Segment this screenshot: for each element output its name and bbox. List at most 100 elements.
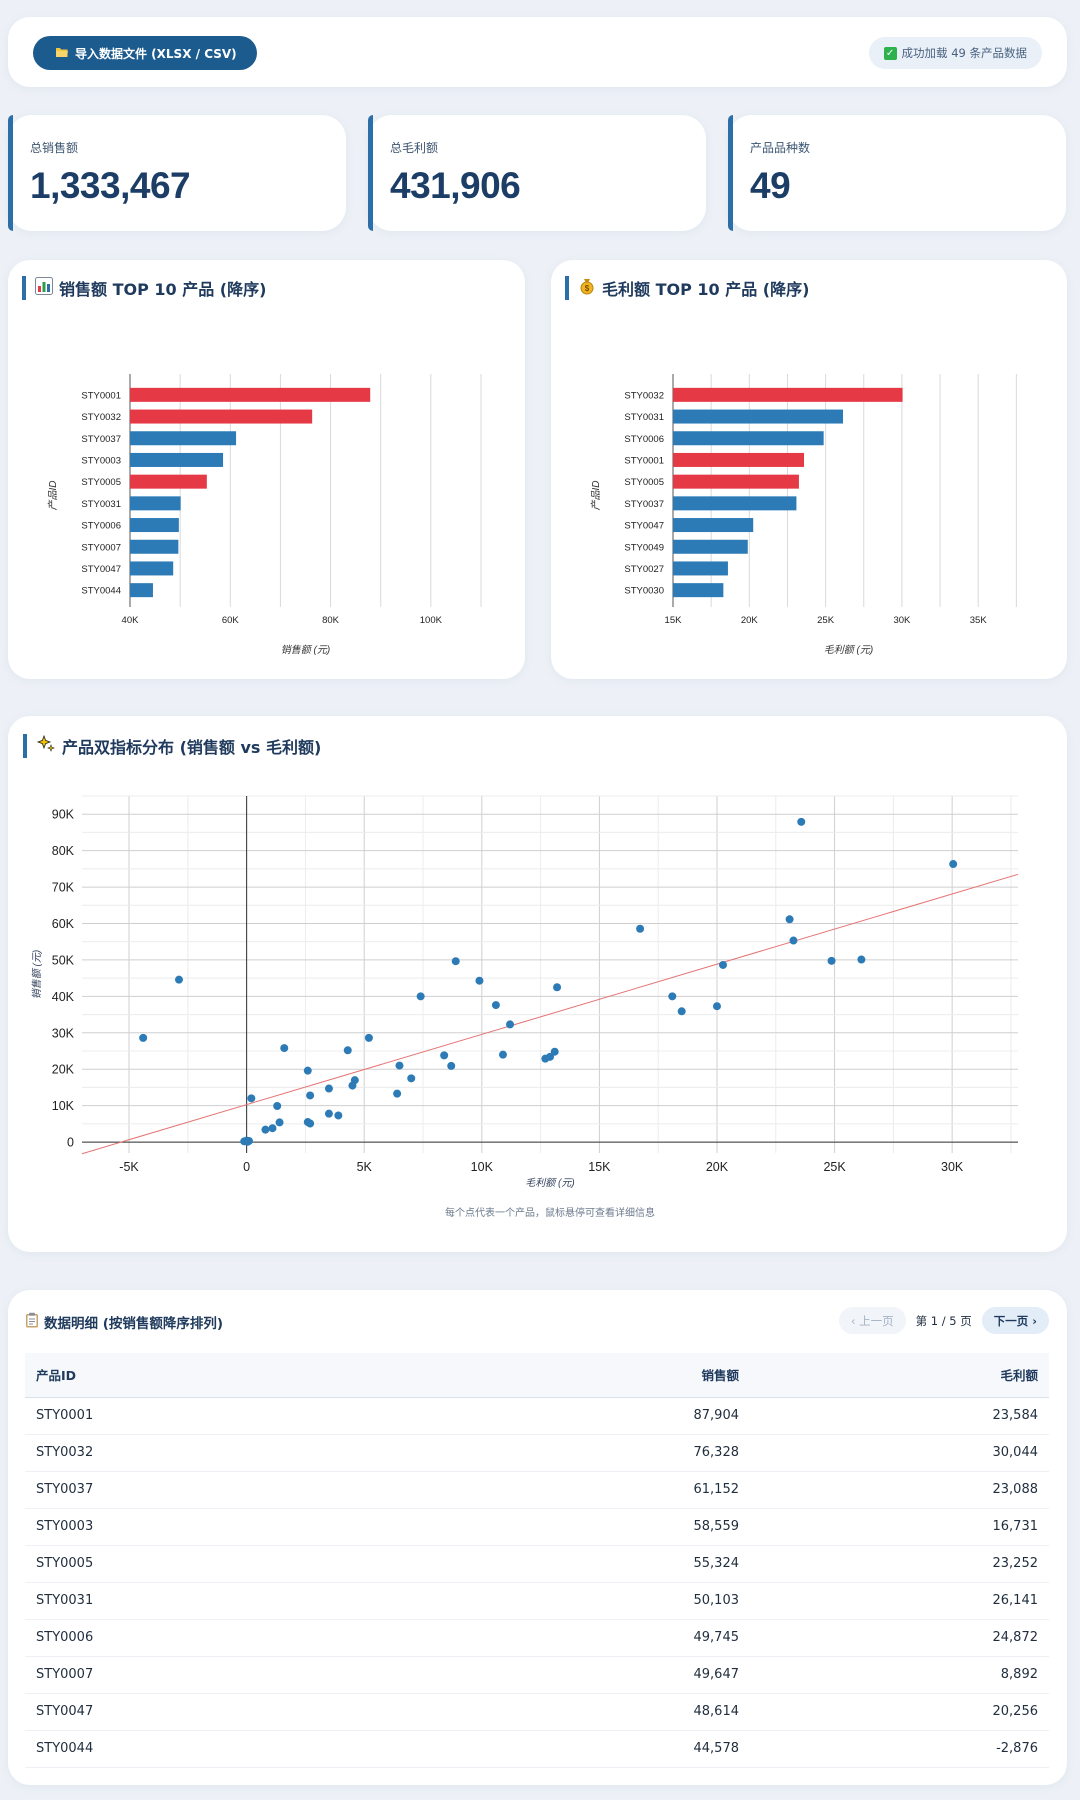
sparkle-icon xyxy=(36,734,56,758)
pagination: ‹ 上一页 第 1 / 5 页 下一页 › xyxy=(838,1307,1049,1334)
cell-product-id: STY0032 xyxy=(36,1445,94,1460)
y-axis-title: 产品ID xyxy=(47,481,59,511)
table-row[interactable]: STY0005 55,324 23,252 xyxy=(25,1545,1049,1582)
import-data-button[interactable]: 导入数据文件 (XLSX / CSV) xyxy=(33,36,257,70)
table-header-row: 产品ID 销售额 毛利额 xyxy=(25,1353,1049,1397)
scatter-point xyxy=(334,1111,343,1120)
table-row[interactable]: STY0006 49,745 24,872 xyxy=(25,1619,1049,1656)
y-tick-label: STY0006 xyxy=(624,434,664,445)
table-title: 数据明细 (按销售额降序排列) xyxy=(25,1312,223,1332)
table-row[interactable]: STY0037 61,152 23,088 xyxy=(25,1471,1049,1508)
kpi-accent-bar xyxy=(728,115,733,231)
table-row[interactable]: STY0031 50,103 26,141 xyxy=(25,1582,1049,1619)
scatter-point xyxy=(506,1020,515,1029)
bar xyxy=(130,496,181,511)
bar xyxy=(673,409,844,424)
kpi-accent-bar xyxy=(8,115,13,231)
column-header-profit[interactable]: 毛利额 xyxy=(1000,1368,1038,1384)
page-info: 第 1 / 5 页 xyxy=(915,1313,972,1328)
bar xyxy=(130,561,174,576)
column-header-sales[interactable]: 销售额 xyxy=(701,1368,739,1384)
scatter-point xyxy=(451,957,460,966)
table-row[interactable]: STY0001 87,904 23,584 xyxy=(25,1397,1049,1434)
sales-top10-card: 销售额 TOP 10 产品 (降序) STY0001 STY0032 STY0037… xyxy=(8,260,525,679)
scatter-chart-title: 产品双指标分布 (销售额 vs 毛利额) xyxy=(23,734,321,758)
cell-profit: 16,731 xyxy=(992,1519,1039,1534)
x-tick-label: 20K xyxy=(741,615,759,626)
scatter-point xyxy=(789,936,798,945)
cell-sales: 49,647 xyxy=(693,1667,740,1682)
table-row[interactable]: STY0032 76,328 30,044 xyxy=(25,1434,1049,1471)
y-axis-title: 产品ID xyxy=(590,481,602,511)
cell-sales: 87,904 xyxy=(693,1408,740,1423)
y-tick-label: STY0031 xyxy=(624,412,664,423)
x-tick-label: 80K xyxy=(322,615,340,626)
bar xyxy=(130,409,313,424)
cell-profit: 8,892 xyxy=(1000,1667,1038,1682)
x-tick-label: 30K xyxy=(941,1160,964,1174)
table-row[interactable]: STY0047 48,614 20,256 xyxy=(25,1693,1049,1730)
y-tick-label: 50K xyxy=(52,953,75,967)
kpi-label: 总毛利额 xyxy=(390,141,439,155)
cell-profit: 26,141 xyxy=(992,1593,1039,1608)
cell-product-id: STY0005 xyxy=(36,1556,94,1571)
y-tick-label: STY0005 xyxy=(81,477,121,488)
scatter-plot: -5K 0 5K 10K 15K 20K 25K 30K 0 10K 20K 30K 40K 50K 60K… xyxy=(31,795,1019,1219)
scatter-point xyxy=(498,1050,507,1059)
load-status-badge: ✓ 成功加载 49 条产品数据 xyxy=(868,37,1042,69)
cell-profit: 20,256 xyxy=(992,1704,1039,1719)
cell-product-id: STY0031 xyxy=(36,1593,94,1608)
y-tick-label: STY0006 xyxy=(81,521,121,532)
y-tick-label: 10K xyxy=(52,1099,75,1113)
table-row[interactable]: STY0044 44,578 -2,876 xyxy=(25,1730,1049,1767)
y-tick-label: 90K xyxy=(52,808,75,822)
x-tick-label: 15K xyxy=(665,615,683,626)
scatter-point xyxy=(174,975,183,984)
column-header-product-id[interactable]: 产品ID xyxy=(36,1368,77,1384)
cell-sales: 49,745 xyxy=(693,1630,740,1645)
kpi-label: 总销售额 xyxy=(30,141,79,155)
x-tick-label: 25K xyxy=(823,1160,846,1174)
table-row[interactable]: STY0007 49,647 8,892 xyxy=(25,1656,1049,1693)
scatter-point xyxy=(247,1094,256,1103)
scatter-point xyxy=(343,1046,352,1055)
kpi-value: 1,333,467 xyxy=(30,165,191,206)
scatter-point xyxy=(785,915,794,924)
y-tick-label: 40K xyxy=(52,990,75,1004)
x-tick-label: -5K xyxy=(119,1160,139,1174)
svg-text:$: $ xyxy=(585,284,590,293)
kpi-card-total-profit: 总毛利额 431,906 xyxy=(368,115,706,231)
scatter-point xyxy=(440,1051,449,1060)
cell-product-id: STY0007 xyxy=(36,1667,94,1682)
y-tick-label: 80K xyxy=(52,844,75,858)
y-tick-label: STY0005 xyxy=(624,477,664,488)
table-row[interactable]: STY0003 58,559 16,731 xyxy=(25,1508,1049,1545)
profit-bar-chart: STY0032 STY0031 STY0006 STY0001 STY0005 STY00… xyxy=(590,374,1017,656)
load-status-text: 成功加载 49 条产品数据 xyxy=(901,46,1027,60)
data-table: 产品ID 销售额 毛利额 STY0001 87,904 23,584 STY0032 7… xyxy=(25,1353,1049,1768)
scatter-point xyxy=(447,1061,456,1070)
scatter-point xyxy=(668,992,677,1001)
scatter-point xyxy=(827,956,836,965)
profit-top10-card: $ 毛利额 TOP 10 产品 (降序) STY0032 STY0031 STY00… xyxy=(551,260,1067,679)
scatter-point xyxy=(949,860,958,869)
cell-sales: 50,103 xyxy=(693,1593,740,1608)
x-tick-label: 25K xyxy=(817,615,835,626)
scatter-point xyxy=(268,1124,277,1133)
x-tick-label: 0 xyxy=(243,1160,250,1174)
y-tick-label: STY0001 xyxy=(81,390,121,401)
cell-sales: 55,324 xyxy=(693,1556,740,1571)
scatter-point xyxy=(395,1061,404,1070)
prev-page-button[interactable]: ‹ 上一页 xyxy=(838,1307,906,1334)
bar xyxy=(673,474,799,489)
cell-product-id: STY0037 xyxy=(36,1482,94,1497)
y-tick-label: 30K xyxy=(52,1026,75,1040)
clipboard-icon xyxy=(25,1312,39,1332)
scatter-point xyxy=(475,976,484,985)
x-axis-title: 毛利额 (元) xyxy=(824,644,873,656)
scatter-point xyxy=(139,1033,148,1042)
y-tick-label: STY0037 xyxy=(81,434,121,445)
next-page-button[interactable]: 下一页 › xyxy=(981,1307,1049,1334)
x-tick-label: 30K xyxy=(893,615,911,626)
cell-profit: 23,252 xyxy=(992,1556,1039,1571)
